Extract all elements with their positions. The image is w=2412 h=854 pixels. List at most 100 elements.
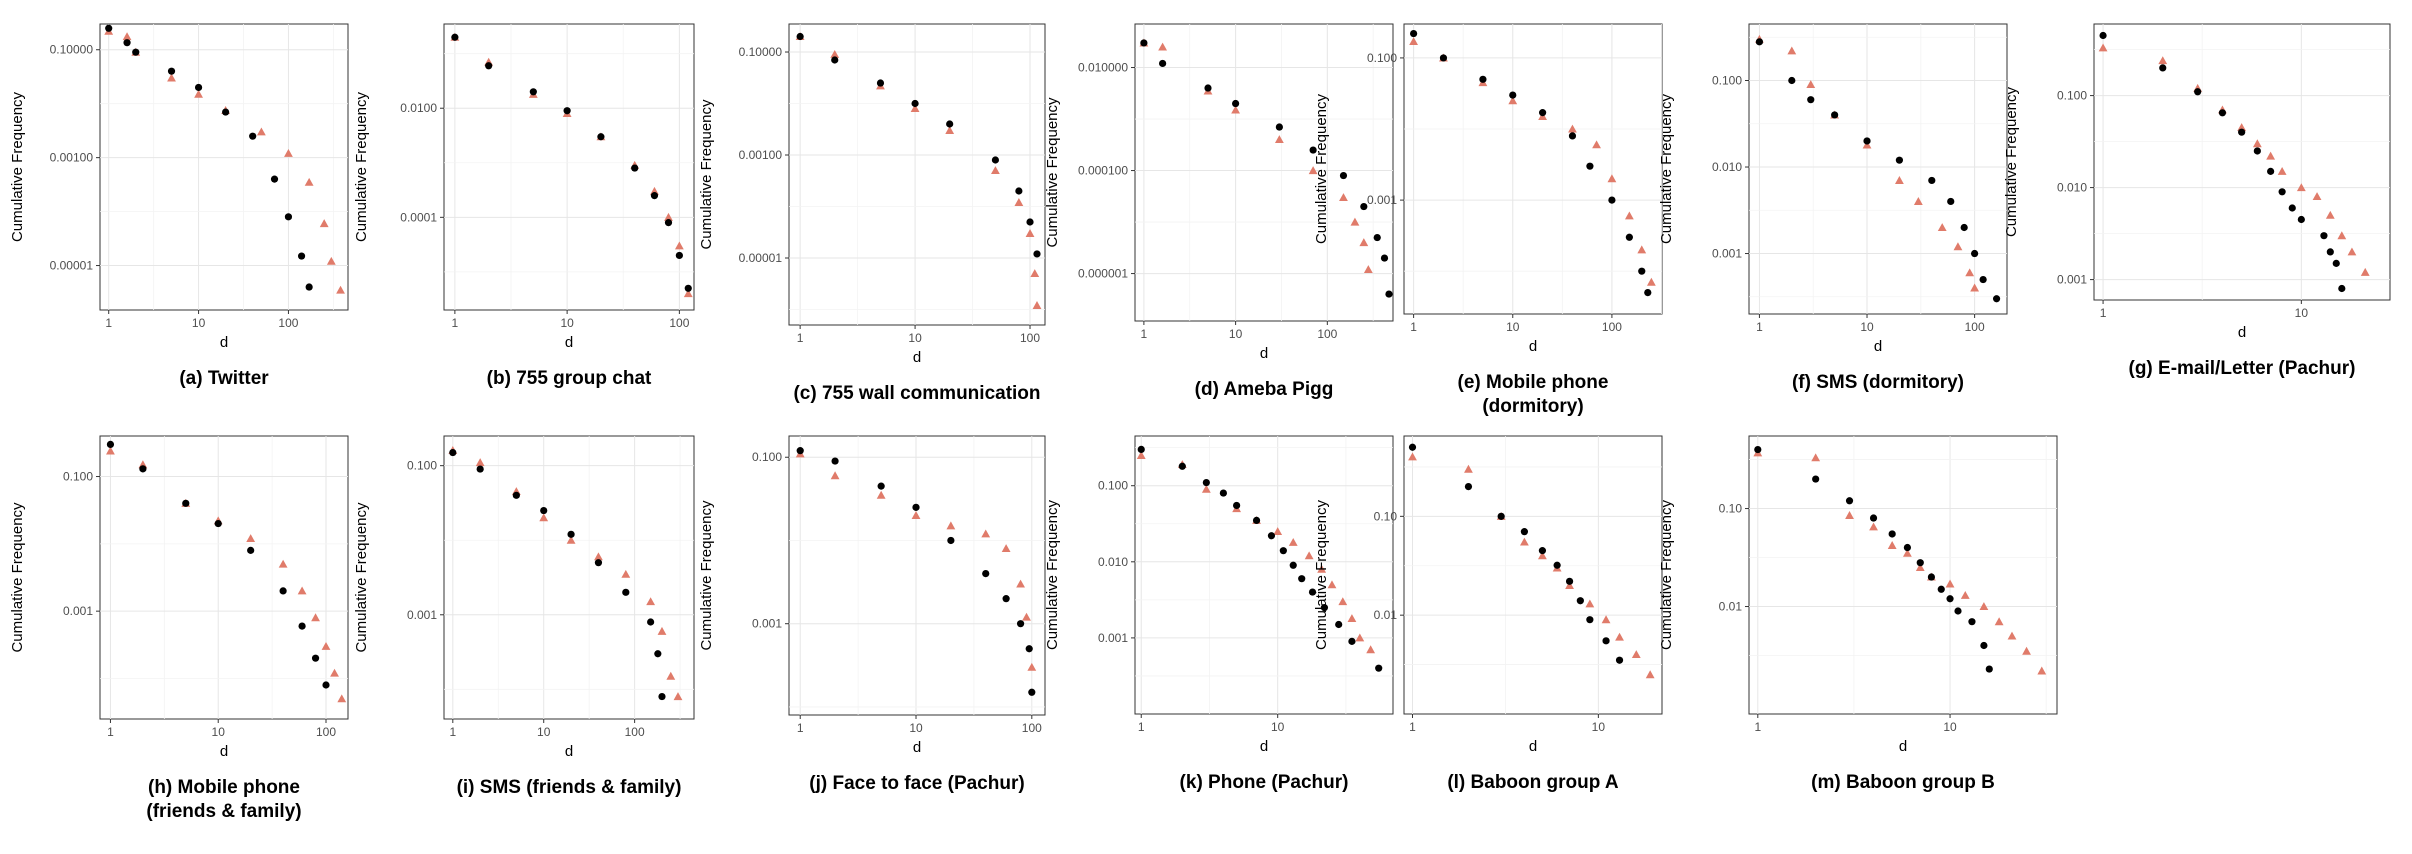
x-tick-label: 1 (449, 725, 456, 739)
y-axis-title: Cumulative Frequency (2003, 86, 2020, 237)
series-black-circles (106, 440, 330, 689)
data-point-circle (563, 107, 571, 115)
data-point-circle (1927, 573, 1936, 581)
data-point-circle (1980, 641, 1988, 650)
data-point-circle (1137, 445, 1145, 454)
data-point-circle (1992, 295, 2001, 303)
y-tick-label: 0.100 (1367, 51, 1397, 65)
data-point-triangle (1355, 633, 1365, 642)
data-point-triangle (1022, 612, 1031, 621)
data-point-circle (322, 681, 330, 689)
data-point-circle (1016, 620, 1025, 628)
panel-10: 1 10 100 0.100 0.001 d Cumulative Frequency (j)… (698, 435, 1046, 794)
x-tick-label: 10 (212, 725, 226, 739)
data-point-triangle (981, 529, 991, 538)
data-point-circle (2297, 215, 2305, 224)
x-axis-title: d (1260, 345, 1268, 362)
x-tick-label: 10 (908, 331, 922, 345)
y-axis-title: Cumulative Frequency (353, 91, 370, 242)
data-point-circle (1026, 218, 1034, 226)
data-point-circle (796, 447, 804, 455)
data-point-triangle (1965, 268, 1975, 277)
data-point-circle (1937, 585, 1945, 593)
data-point-circle (1845, 497, 1854, 505)
data-point-triangle (2022, 646, 2031, 655)
data-point-triangle (1273, 527, 1283, 536)
data-point-triangle (297, 586, 307, 595)
data-point-triangle (1520, 537, 1529, 546)
data-point-triangle (1288, 537, 1298, 546)
data-point-triangle (1960, 590, 1970, 599)
data-point-circle (1410, 29, 1418, 38)
data-point-circle (1320, 604, 1329, 612)
data-point-circle (1888, 530, 1896, 538)
data-point-circle (1140, 39, 1148, 47)
data-point-circle (1520, 528, 1528, 536)
data-point-circle (831, 457, 839, 465)
data-point-triangle (194, 89, 203, 98)
data-point-circle (947, 536, 955, 545)
data-point-circle (1565, 577, 1574, 585)
data-point-triangle (1607, 174, 1617, 183)
data-point-circle (449, 448, 457, 457)
data-point-circle (270, 175, 279, 183)
y-tick-label: 0.001 (407, 608, 437, 622)
plot-area (788, 435, 1046, 716)
data-point-triangle (2296, 183, 2306, 192)
data-point-triangle (945, 126, 955, 134)
data-point-circle (105, 24, 113, 32)
data-point-triangle (330, 668, 339, 677)
panel-8: 1 10 100 0.100 0.001 d Cumulative Frequency (h)… (9, 435, 349, 822)
x-tick-label: 10 (1271, 720, 1285, 734)
y-axis-title: Cumulative Frequency (698, 500, 715, 651)
gridlines (100, 24, 348, 310)
data-point-triangle (2252, 139, 2262, 148)
plot-area (443, 435, 695, 720)
data-point-circle (194, 83, 203, 92)
data-point-triangle (326, 256, 336, 265)
y-tick-label: 0.10 (1719, 502, 1743, 516)
data-point-triangle (284, 148, 293, 157)
data-point-triangle (304, 177, 314, 186)
data-point-triangle (1339, 193, 1348, 202)
data-point-triangle (1637, 245, 1647, 254)
panel-caption: (dormitory) (1482, 396, 1583, 417)
data-point-circle (279, 587, 287, 595)
data-point-triangle (1366, 645, 1376, 654)
data-point-circle (1807, 96, 1815, 104)
data-point-circle (2288, 204, 2296, 212)
data-point-triangle (1538, 551, 1547, 560)
series-red-triangles (1753, 448, 2047, 675)
data-point-circle (1812, 475, 1820, 483)
data-point-triangle (1631, 650, 1641, 659)
data-point-circle (1252, 516, 1261, 525)
data-point-triangle (1158, 42, 1168, 51)
data-point-circle (912, 503, 920, 511)
plot-area (788, 23, 1046, 326)
data-point-circle (1204, 84, 1212, 92)
x-axis-title: d (565, 743, 573, 760)
data-point-triangle (2337, 231, 2347, 240)
data-point-circle (675, 251, 683, 260)
plot-area (2093, 23, 2391, 301)
data-point-triangle (1350, 217, 1360, 226)
y-axis-title: Cumulative Frequency (9, 91, 26, 242)
data-point-triangle (1338, 597, 1348, 606)
data-point-circle (1275, 123, 1283, 131)
data-point-circle (622, 588, 630, 596)
data-point-circle (1375, 664, 1383, 672)
data-point-triangle (1025, 229, 1035, 237)
data-point-triangle (1565, 581, 1574, 589)
panel-5: 1 10 100 0.100 0.001 d Cumulative Frequency (e)… (1313, 23, 1663, 417)
series-red-triangles (1409, 37, 1656, 286)
data-point-triangle (910, 104, 920, 113)
data-point-circle (1509, 91, 1517, 99)
x-tick-label: 1 (107, 725, 114, 739)
data-point-circle (1232, 99, 1240, 108)
data-point-triangle (1979, 602, 1989, 611)
y-axis-title: Cumulative Frequency (353, 502, 370, 653)
panel-caption: (b) 755 group chat (487, 368, 652, 389)
series-black-circles (1755, 38, 2001, 303)
panel-2: 1 10 100 0.0100 0.0001 d Cumulative Frequency (… (353, 23, 695, 389)
